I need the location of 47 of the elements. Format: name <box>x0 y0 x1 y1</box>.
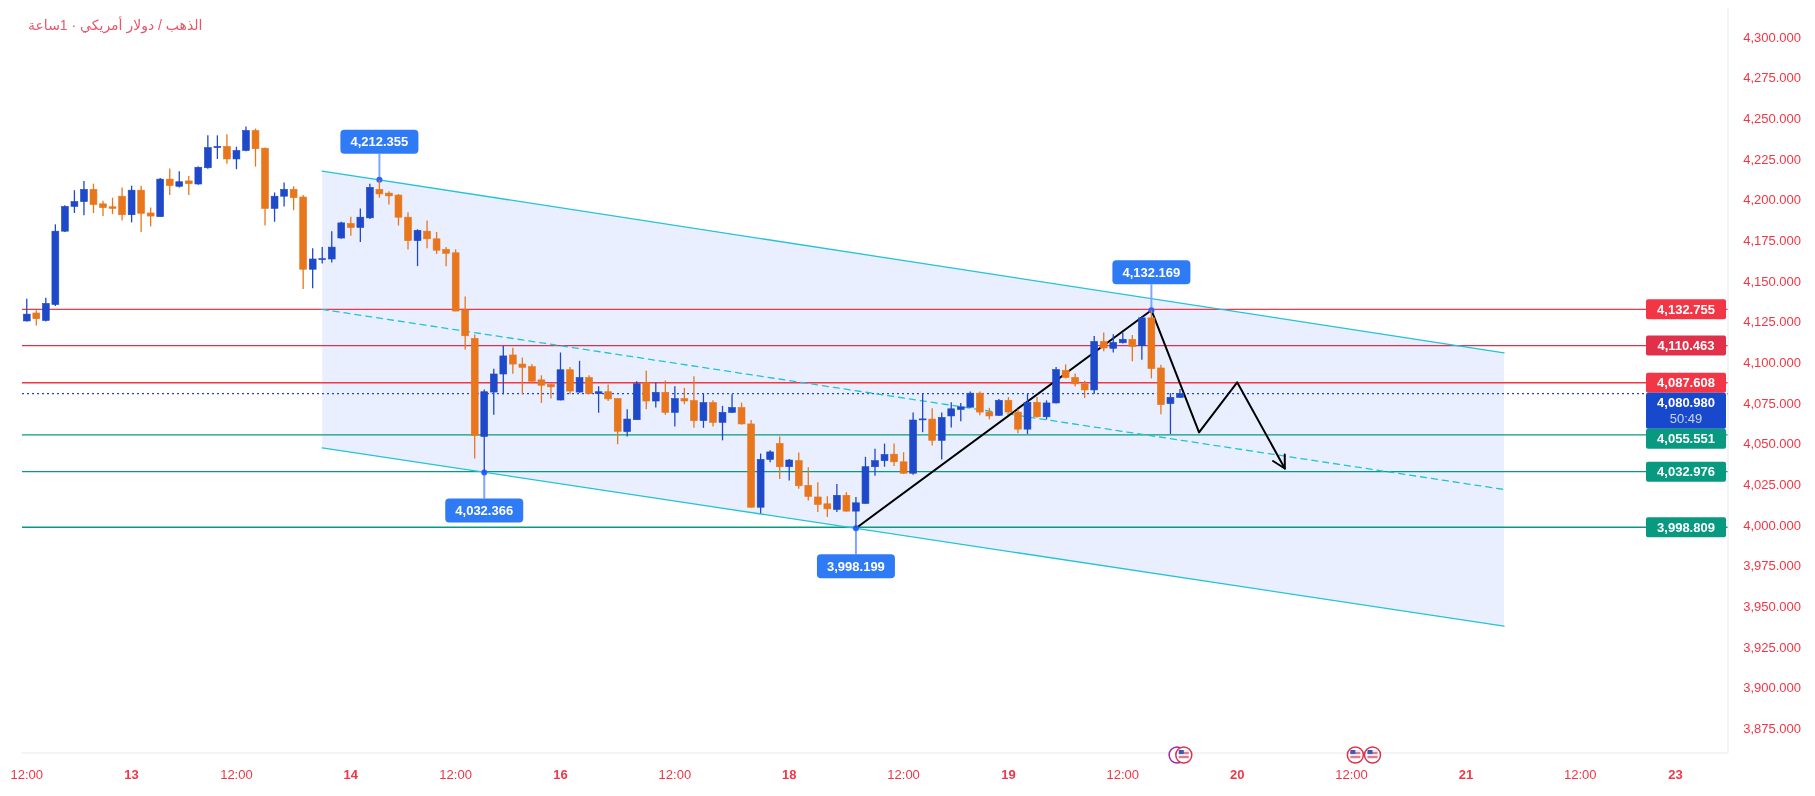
ref-line-label: 4,110.463 <box>1657 338 1715 354</box>
y-tick-label: 4,025.000 <box>1743 477 1801 493</box>
ref-line-label: 4,132.755 <box>1657 301 1715 317</box>
x-tick-label: 19 <box>1001 767 1016 782</box>
annotation: 4,212.355 <box>350 134 409 150</box>
y-tick-label: 3,875.000 <box>1743 721 1801 737</box>
y-tick-label: 4,125.000 <box>1743 314 1801 330</box>
y-tick-label: 4,100.000 <box>1743 355 1801 371</box>
y-tick-label: 3,925.000 <box>1743 639 1801 655</box>
x-tick-label: 21 <box>1458 767 1474 782</box>
annotation: 50:49 <box>1669 411 1703 427</box>
x-tick-label: 12:00 <box>10 767 44 782</box>
annotation: 3,998.199 <box>827 558 885 574</box>
x-tick-label: 12:00 <box>220 767 253 782</box>
y-tick-label: 4,250.000 <box>1743 111 1801 127</box>
y-tick-label: 3,900.000 <box>1743 680 1801 696</box>
x-tick-label: 12:00 <box>887 767 920 782</box>
x-tick-label: 12:00 <box>1564 767 1597 782</box>
x-tick-label: 12:00 <box>658 767 692 782</box>
y-tick-label: 4,300.000 <box>1743 29 1801 45</box>
y-tick-label: 4,050.000 <box>1743 436 1801 452</box>
y-tick-label: 4,075.000 <box>1743 395 1801 411</box>
y-tick-label: 3,950.000 <box>1743 599 1801 615</box>
ref-line-label: 4,080.980 <box>1657 395 1715 411</box>
ref-line-label: 3,998.809 <box>1657 519 1715 535</box>
x-tick-label: 18 <box>781 767 797 782</box>
annotation: 4,132.169 <box>1122 264 1181 280</box>
x-tick-label: 23 <box>1668 767 1683 782</box>
x-tick-label: 16 <box>553 767 568 782</box>
ref-line-label: 4,032.976 <box>1657 464 1715 480</box>
x-tick-label: 13 <box>124 767 139 782</box>
ref-line-label: 4,087.608 <box>1657 375 1715 391</box>
x-tick-label: 12:00 <box>439 767 472 782</box>
x-tick-label: 12:00 <box>1335 767 1368 782</box>
title: الذهب / دولار أمريكي · 1ساعة <box>28 17 203 33</box>
y-tick-label: 4,150.000 <box>1743 273 1801 289</box>
x-tick-label: 20 <box>1229 767 1245 782</box>
y-tick-label: 4,275.000 <box>1743 70 1801 86</box>
x-tick-label: 12:00 <box>1106 767 1140 782</box>
y-tick-label: 4,175.000 <box>1743 233 1801 249</box>
y-tick-label: 3,975.000 <box>1743 558 1801 574</box>
annotation: 4,032.366 <box>455 503 514 519</box>
y-tick-label: 4,000.000 <box>1743 517 1801 533</box>
x-tick-label: 14 <box>343 767 359 782</box>
y-tick-label: 4,225.000 <box>1743 151 1801 167</box>
ref-line-label: 4,055.551 <box>1657 431 1715 447</box>
y-tick-label: 4,200.000 <box>1743 192 1801 208</box>
